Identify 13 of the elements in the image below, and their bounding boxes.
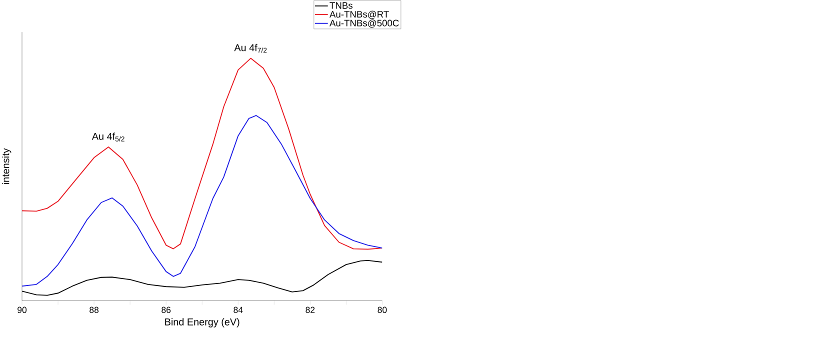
legend-label: Au-TNBs@RT	[330, 10, 389, 19]
y-axis-title: intensity	[2, 148, 12, 184]
x-tick-label: 90	[18, 306, 27, 314]
legend-label: TNBs	[330, 2, 352, 9]
legend-label: Au-TNBs@500C	[330, 20, 399, 28]
x-tick-label: 80	[378, 306, 387, 314]
x-tick-label: 82	[306, 306, 315, 314]
annotation: Au 4f$_{5/2}$	[92, 132, 124, 142]
x-axis-title: Bind Energy (eV)	[165, 318, 240, 328]
x-tick-label: 84	[234, 306, 243, 314]
x-tick-label: 86	[162, 306, 171, 314]
x-tick-label: 88	[90, 306, 99, 314]
annotation: Au 4f$_{7/2}$	[234, 44, 267, 53]
